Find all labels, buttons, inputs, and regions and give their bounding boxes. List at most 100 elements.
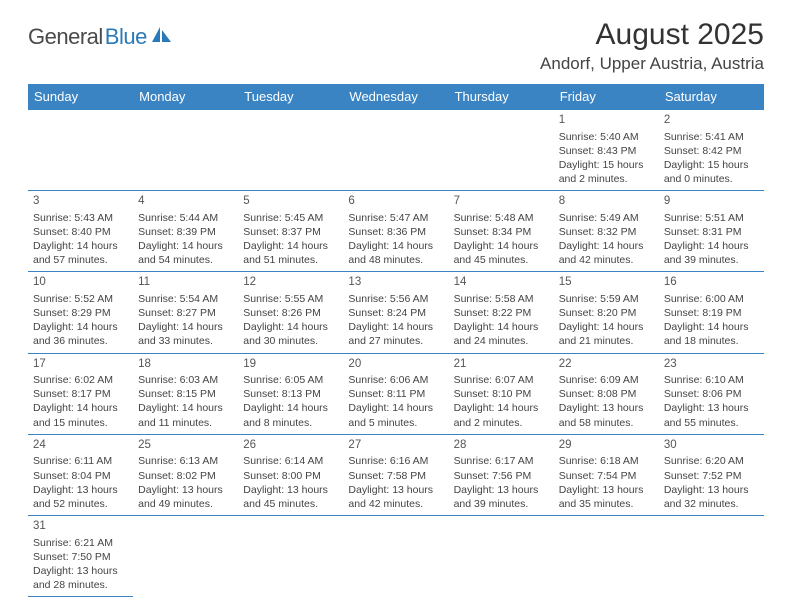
day-daylight2: and 33 minutes.	[138, 334, 233, 348]
day-sunrise: Sunrise: 5:49 AM	[559, 211, 654, 225]
day-daylight2: and 54 minutes.	[138, 253, 233, 267]
logo-text-blue: Blue	[105, 24, 147, 50]
day-sunrise: Sunrise: 6:09 AM	[559, 373, 654, 387]
day-sunrise: Sunrise: 6:00 AM	[664, 292, 759, 306]
day-sunset: Sunset: 8:34 PM	[454, 225, 549, 239]
day-sunset: Sunset: 8:26 PM	[243, 306, 338, 320]
day-cell: 29Sunrise: 6:18 AMSunset: 7:54 PMDayligh…	[554, 435, 659, 515]
day-number: 30	[664, 438, 759, 454]
week-row: 17Sunrise: 6:02 AMSunset: 8:17 PMDayligh…	[28, 354, 764, 435]
day-daylight1: Daylight: 13 hours	[33, 564, 128, 578]
day-cell	[28, 110, 133, 190]
day-daylight2: and 2 minutes.	[559, 172, 654, 186]
day-cell: 11Sunrise: 5:54 AMSunset: 8:27 PMDayligh…	[133, 272, 238, 352]
day-cell: 24Sunrise: 6:11 AMSunset: 8:04 PMDayligh…	[28, 435, 133, 515]
day-sunset: Sunset: 8:17 PM	[33, 387, 128, 401]
day-daylight1: Daylight: 14 hours	[348, 401, 443, 415]
day-daylight2: and 45 minutes.	[243, 497, 338, 511]
day-sunrise: Sunrise: 5:48 AM	[454, 211, 549, 225]
day-daylight1: Daylight: 14 hours	[243, 239, 338, 253]
day-daylight1: Daylight: 14 hours	[33, 320, 128, 334]
day-daylight1: Daylight: 13 hours	[559, 483, 654, 497]
day-daylight2: and 51 minutes.	[243, 253, 338, 267]
day-sunset: Sunset: 8:00 PM	[243, 469, 338, 483]
day-cell: 25Sunrise: 6:13 AMSunset: 8:02 PMDayligh…	[133, 435, 238, 515]
day-daylight1: Daylight: 14 hours	[243, 401, 338, 415]
day-cell	[343, 516, 448, 597]
day-daylight2: and 55 minutes.	[664, 416, 759, 430]
day-number: 10	[33, 275, 128, 291]
dayname-thursday: Thursday	[449, 84, 554, 110]
day-sunset: Sunset: 8:08 PM	[559, 387, 654, 401]
day-cell	[238, 516, 343, 597]
dayname-friday: Friday	[554, 84, 659, 110]
day-sunrise: Sunrise: 5:59 AM	[559, 292, 654, 306]
day-cell: 17Sunrise: 6:02 AMSunset: 8:17 PMDayligh…	[28, 354, 133, 434]
day-number: 9	[664, 194, 759, 210]
day-cell	[343, 110, 448, 190]
month-title: August 2025	[540, 18, 764, 52]
day-sunrise: Sunrise: 6:20 AM	[664, 454, 759, 468]
day-daylight1: Daylight: 14 hours	[33, 401, 128, 415]
day-sunrise: Sunrise: 5:43 AM	[33, 211, 128, 225]
day-number: 19	[243, 357, 338, 373]
day-sunset: Sunset: 8:29 PM	[33, 306, 128, 320]
day-header-row: Sunday Monday Tuesday Wednesday Thursday…	[28, 84, 764, 110]
day-number: 13	[348, 275, 443, 291]
day-cell: 4Sunrise: 5:44 AMSunset: 8:39 PMDaylight…	[133, 191, 238, 271]
day-cell: 5Sunrise: 5:45 AMSunset: 8:37 PMDaylight…	[238, 191, 343, 271]
day-cell: 16Sunrise: 6:00 AMSunset: 8:19 PMDayligh…	[659, 272, 764, 352]
day-daylight1: Daylight: 14 hours	[664, 320, 759, 334]
day-sunset: Sunset: 7:54 PM	[559, 469, 654, 483]
day-sunrise: Sunrise: 5:54 AM	[138, 292, 233, 306]
dayname-wednesday: Wednesday	[343, 84, 448, 110]
day-cell: 2Sunrise: 5:41 AMSunset: 8:42 PMDaylight…	[659, 110, 764, 190]
day-sunset: Sunset: 8:39 PM	[138, 225, 233, 239]
day-number: 15	[559, 275, 654, 291]
day-daylight1: Daylight: 14 hours	[454, 239, 549, 253]
day-sunrise: Sunrise: 6:11 AM	[33, 454, 128, 468]
day-daylight1: Daylight: 14 hours	[559, 320, 654, 334]
week-row: 10Sunrise: 5:52 AMSunset: 8:29 PMDayligh…	[28, 272, 764, 353]
day-daylight2: and 45 minutes.	[454, 253, 549, 267]
day-sunset: Sunset: 8:06 PM	[664, 387, 759, 401]
day-daylight2: and 15 minutes.	[33, 416, 128, 430]
day-sunrise: Sunrise: 5:44 AM	[138, 211, 233, 225]
day-cell	[449, 516, 554, 597]
day-number: 3	[33, 194, 128, 210]
day-sunrise: Sunrise: 6:10 AM	[664, 373, 759, 387]
day-cell	[238, 110, 343, 190]
day-sunset: Sunset: 7:52 PM	[664, 469, 759, 483]
day-number: 12	[243, 275, 338, 291]
day-daylight2: and 32 minutes.	[664, 497, 759, 511]
day-daylight2: and 18 minutes.	[664, 334, 759, 348]
day-daylight1: Daylight: 14 hours	[138, 239, 233, 253]
day-number: 8	[559, 194, 654, 210]
day-number: 24	[33, 438, 128, 454]
day-cell: 3Sunrise: 5:43 AMSunset: 8:40 PMDaylight…	[28, 191, 133, 271]
day-daylight1: Daylight: 13 hours	[33, 483, 128, 497]
day-daylight2: and 36 minutes.	[33, 334, 128, 348]
day-sunset: Sunset: 8:40 PM	[33, 225, 128, 239]
day-daylight1: Daylight: 14 hours	[454, 401, 549, 415]
dayname-saturday: Saturday	[659, 84, 764, 110]
week-row: 31Sunrise: 6:21 AMSunset: 7:50 PMDayligh…	[28, 516, 764, 597]
day-daylight1: Daylight: 15 hours	[559, 158, 654, 172]
day-daylight2: and 30 minutes.	[243, 334, 338, 348]
day-daylight2: and 48 minutes.	[348, 253, 443, 267]
calendar-page: GeneralBlue August 2025 Andorf, Upper Au…	[0, 0, 792, 597]
day-daylight2: and 52 minutes.	[33, 497, 128, 511]
day-number: 7	[454, 194, 549, 210]
day-daylight1: Daylight: 14 hours	[559, 239, 654, 253]
dayname-tuesday: Tuesday	[238, 84, 343, 110]
day-cell: 15Sunrise: 5:59 AMSunset: 8:20 PMDayligh…	[554, 272, 659, 352]
day-cell: 26Sunrise: 6:14 AMSunset: 8:00 PMDayligh…	[238, 435, 343, 515]
day-number: 20	[348, 357, 443, 373]
day-sunset: Sunset: 8:02 PM	[138, 469, 233, 483]
day-cell: 22Sunrise: 6:09 AMSunset: 8:08 PMDayligh…	[554, 354, 659, 434]
location-subtitle: Andorf, Upper Austria, Austria	[540, 54, 764, 74]
day-daylight2: and 21 minutes.	[559, 334, 654, 348]
day-cell: 12Sunrise: 5:55 AMSunset: 8:26 PMDayligh…	[238, 272, 343, 352]
day-number: 4	[138, 194, 233, 210]
day-sunrise: Sunrise: 6:14 AM	[243, 454, 338, 468]
